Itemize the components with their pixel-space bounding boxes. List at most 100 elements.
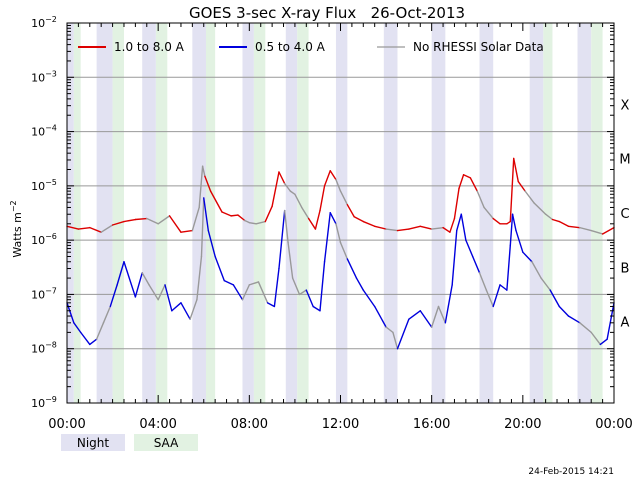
series-1-segment-27 [266,302,276,308]
series-0-segment-45 [442,226,451,233]
y-tick-base-3: 10 [31,234,45,247]
series-1-segment-3 [89,338,98,346]
series-0-segment-67 [601,226,615,235]
night-band-3 [192,23,207,403]
series-0-segment-46 [449,217,456,233]
series-1-segment-39 [335,223,342,244]
series-1-segment-5 [102,305,112,324]
series-0-segment-56 [509,157,515,223]
series-0-segment-23 [271,171,280,208]
axis-ticks [66,23,615,404]
night-saa-bands [67,23,603,403]
series-0-segment-37 [353,216,364,223]
saa-band-0 [73,23,81,403]
band-legend-label-0: Night [77,436,110,450]
series-1-segment-22 [223,279,235,286]
series-1-segment-13 [164,284,173,312]
band-legend-label-1: SAA [154,436,179,450]
series-1-segment-47 [396,318,410,350]
night-band-10 [529,23,544,403]
y-tick-label-6: 10−3 [31,69,57,84]
y-tick-base-7: 10 [31,17,45,30]
y-tick-label-5: 10−4 [31,124,57,139]
series-0-segment-16 [221,211,232,217]
series-1-segment-10 [141,272,150,286]
series-1-segment-54 [456,213,462,232]
series-1-segment-75 [606,302,615,340]
flux-series [66,157,615,350]
y-tick-exp-2: −7 [45,286,57,295]
y-tick-exp-4: −5 [45,178,57,187]
band-legend: Night SAA [61,434,198,451]
y-tick-base-1: 10 [31,343,45,356]
series-1-segment-1 [73,322,82,334]
series-0-segment-27 [294,193,303,209]
series-1-segment-15 [180,302,191,320]
series-1-segment-35 [312,305,321,312]
series-1-segment-60 [492,284,501,308]
band-legend-box-1 [134,434,198,451]
x-tick-label-4: 16:00 [413,417,450,432]
series-0-segment-43 [419,225,433,230]
night-band-4 [242,23,254,403]
series-0-segment-35 [339,190,349,206]
series-0-segment-48 [458,174,465,190]
y-tick-exp-6: −3 [45,69,57,78]
series-0-segment-49 [462,174,472,179]
y-axis-label-text: Watts m [11,212,24,257]
flare-class-X: X [621,98,630,113]
series-0-segment-33 [329,170,337,181]
series-0-segment-3 [100,224,114,233]
series-0-segment-13 [201,165,206,177]
series-0-segment-26 [289,190,296,195]
series-1-segment-19 [203,197,210,232]
series-1-segment-23 [232,284,244,301]
series-0-segment-58 [517,180,526,192]
x-tick-label-5: 20:00 [504,417,541,432]
series-0-segment-66 [590,229,604,235]
x-tick-label-2: 08:00 [231,417,268,432]
night-band-0 [67,23,74,403]
series-1-segment-37 [323,212,331,263]
x-tick-label-6: 00:00 [595,417,632,432]
series-0-segment-28 [301,206,310,220]
series-0-segment-51 [476,190,485,209]
y-tick-base-4: 10 [31,180,45,193]
series-1-segment-34 [305,289,314,308]
series-1-segment-16 [189,298,198,320]
svg-text:Watts m−2: Watts m−2 [9,200,24,257]
series-0-segment-32 [323,170,331,187]
y-axis-label: Watts m−2 [9,200,24,257]
flare-class-labels: A B C M X [619,98,630,330]
y-tick-exp-1: −8 [45,341,57,350]
legend: 1.0 to 8.0 A 0.5 to 4.0 A No RHESSI Solar … [78,40,544,54]
series-1-segment-7 [116,261,125,286]
series-1-segment-14 [171,302,182,312]
y-tick-label-3: 10−6 [31,232,57,247]
series-1-segment-71 [567,315,581,324]
series-0-segment-57 [513,157,519,183]
series-1-segment-48 [408,310,421,320]
y-axis-label-exp: −2 [9,200,18,212]
series-1-segment-53 [451,229,458,286]
saa-band-2 [155,23,168,403]
series-1-segment-30 [283,209,289,244]
series-0-segment-42 [408,225,421,230]
series-1-segment-72 [579,322,592,334]
night-band-6 [335,23,348,403]
y-tick-label-4: 10−5 [31,178,57,193]
series-1-segment-68 [540,277,551,291]
x-tick-label-0: 00:00 [48,417,85,432]
series-1-segment-58 [478,272,488,291]
series-0-segment-10 [180,229,194,233]
series-0-segment-31 [319,185,326,212]
series-1-segment-70 [558,305,570,317]
flare-class-M: M [619,153,630,168]
series-1-segment-61 [499,284,508,291]
series-1-segment-20 [207,229,216,258]
series-0-segment-29 [307,217,317,230]
series-1-segment-50 [430,305,440,328]
series-1-segment-21 [214,255,225,282]
series-1-segment-49 [419,310,433,328]
